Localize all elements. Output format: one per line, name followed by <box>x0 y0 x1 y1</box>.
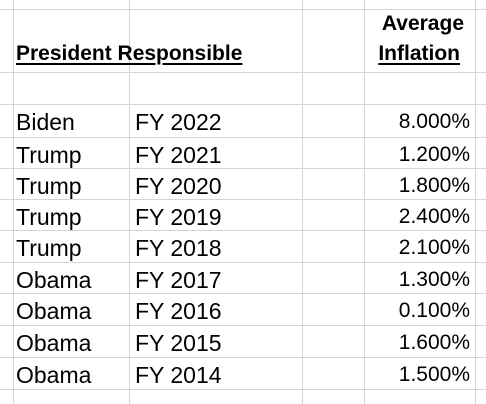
gridline <box>0 262 486 263</box>
inflation-header-line1[interactable]: Average <box>381 12 464 35</box>
president-cell[interactable]: Obama <box>16 298 92 324</box>
fiscal-year-cell[interactable]: FY 2016 <box>135 298 222 324</box>
president-cell[interactable]: Biden <box>16 109 75 135</box>
president-cell[interactable]: Trump <box>16 142 82 168</box>
president-header[interactable]: President Responsible <box>16 42 243 65</box>
president-cell[interactable]: Obama <box>16 330 92 356</box>
president-cell[interactable]: Trump <box>16 235 82 261</box>
gridline <box>0 293 486 294</box>
president-cell[interactable]: Trump <box>16 204 82 230</box>
fiscal-year-cell[interactable]: FY 2014 <box>135 362 222 388</box>
table-row[interactable]: Obama FY 2016 0.100% <box>0 294 486 325</box>
gridline <box>0 9 486 10</box>
fiscal-year-cell[interactable]: FY 2018 <box>135 235 222 261</box>
gridline <box>0 137 486 138</box>
fiscal-year-cell[interactable]: FY 2015 <box>135 330 222 356</box>
gridline <box>0 230 486 231</box>
president-cell[interactable]: Obama <box>16 267 92 293</box>
inflation-cell[interactable]: 1.500% <box>398 363 470 386</box>
table-row[interactable]: Trump FY 2021 1.200% <box>0 138 486 169</box>
inflation-cell[interactable]: 8.000% <box>398 110 470 133</box>
president-cell[interactable]: Obama <box>16 362 92 388</box>
table-row[interactable]: Biden FY 2022 8.000% <box>0 105 486 136</box>
inflation-cell[interactable]: 1.800% <box>398 174 470 197</box>
gridline <box>0 199 486 200</box>
table-row[interactable]: Trump FY 2018 2.100% <box>0 231 486 262</box>
gridline <box>0 389 486 390</box>
inflation-cell[interactable]: 2.400% <box>398 205 470 228</box>
gridline <box>0 72 486 73</box>
gridline <box>0 325 486 326</box>
gridline <box>0 357 486 358</box>
table-row[interactable]: Trump FY 2019 2.400% <box>0 200 486 231</box>
inflation-cell[interactable]: 1.300% <box>398 268 470 291</box>
table-row[interactable]: Obama FY 2015 1.600% <box>0 326 486 357</box>
inflation-header-line2[interactable]: Inflation <box>378 42 460 65</box>
fiscal-year-cell[interactable]: FY 2021 <box>135 142 222 168</box>
table-row[interactable]: Obama FY 2017 1.300% <box>0 263 486 294</box>
inflation-cell[interactable]: 1.600% <box>398 331 470 354</box>
table-row[interactable]: Obama FY 2014 1.500% <box>0 358 486 389</box>
fiscal-year-cell[interactable]: FY 2022 <box>135 109 222 135</box>
fiscal-year-cell[interactable]: FY 2017 <box>135 267 222 293</box>
inflation-cell[interactable]: 1.200% <box>398 143 470 166</box>
inflation-cell[interactable]: 0.100% <box>398 299 470 322</box>
fiscal-year-cell[interactable]: FY 2019 <box>135 204 222 230</box>
gridline <box>0 104 486 105</box>
gridline <box>0 168 486 169</box>
president-cell[interactable]: Trump <box>16 173 82 199</box>
fiscal-year-cell[interactable]: FY 2020 <box>135 173 222 199</box>
table-row[interactable]: Trump FY 2020 1.800% <box>0 169 486 200</box>
inflation-cell[interactable]: 2.100% <box>398 236 470 259</box>
